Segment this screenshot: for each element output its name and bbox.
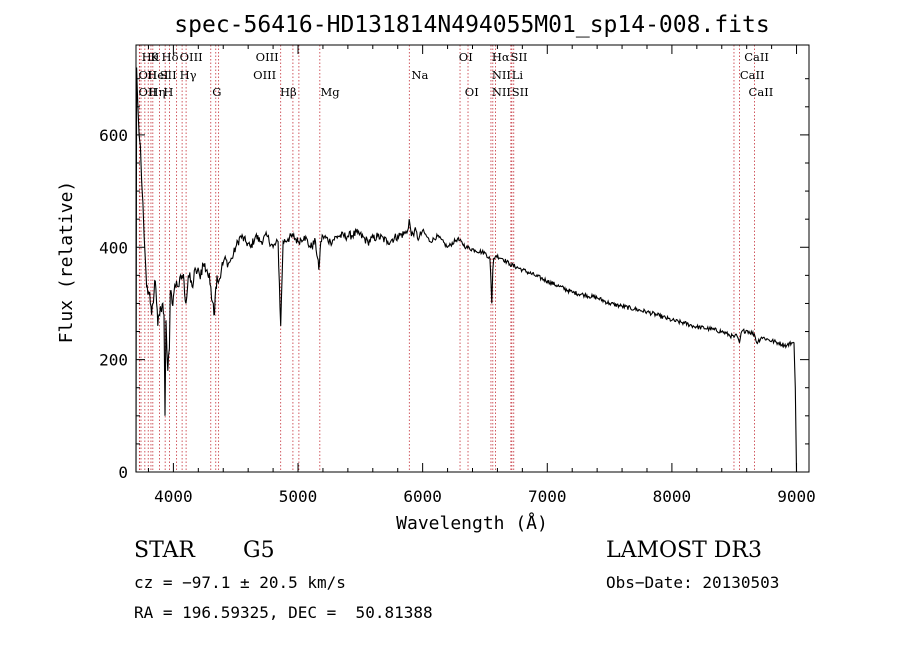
line-label: H [163,85,173,99]
flux-series-line [135,67,798,473]
line-label: CaII [749,85,774,99]
x-tick-label: 9000 [777,487,816,506]
line-label: Hβ [280,85,297,99]
line-label: SII [160,68,177,82]
line-label: Hη [148,85,165,99]
line-markers [138,45,755,472]
line-label: OIII [180,50,203,64]
axis-tick-labels: 4000 5000 6000 7000 8000 9000 0 200 400 600 [99,126,816,506]
observation-date: Obs−Date: 20130503 [606,573,780,592]
subclass: G5 [243,538,275,563]
line-label: NII [492,68,511,82]
line-label: Hγ [180,68,197,82]
object-class: STAR [134,538,195,563]
line-label: Hθ [142,50,159,64]
line-label: OIII [256,50,279,64]
plot-frame [135,44,810,473]
y-tick-label: 600 [99,126,128,145]
ra-dec: RA = 196.59325, DEC = 50.81388 [134,603,433,622]
line-label: NII [492,85,511,99]
line-label: OII [138,68,157,82]
x-tick-label: 5000 [279,487,318,506]
line-label: SII [512,85,529,99]
line-label: CaII [744,50,769,64]
y-tick-label: 200 [99,351,128,370]
line-label: Hδ [162,50,179,64]
y-tick-label: 400 [99,238,128,257]
line-label: Li [512,68,524,82]
survey-name: LAMOST DR3 [606,538,762,563]
line-label: SII [511,50,528,64]
line-label: K [150,50,159,64]
line-label: Na [411,68,428,82]
axis-ticks [136,45,809,473]
line-label: OI [465,85,479,99]
x-axis-label: Wavelength (Å) [396,512,548,534]
y-tick-label: 0 [118,463,128,482]
line-label: G [212,85,221,99]
line-label: Mg [320,85,340,99]
line-label: OI [459,50,473,64]
line-label: OIII [253,68,276,82]
chart-title: spec-56416-HD131814N494055M01_sp14-008.f… [174,12,769,38]
y-axis-label: Flux (relative) [56,181,77,344]
line-label: OII [138,85,157,99]
line-label: CaII [740,68,765,82]
line-label: HeI [147,68,168,82]
line-label: Hα [492,50,510,64]
x-tick-label: 6000 [403,487,442,506]
x-tick-label: 8000 [653,487,692,506]
x-tick-label: 7000 [528,487,567,506]
x-tick-label: 4000 [154,487,193,506]
redshift-cz: cz = −97.1 ± 20.5 km/s [134,573,346,592]
